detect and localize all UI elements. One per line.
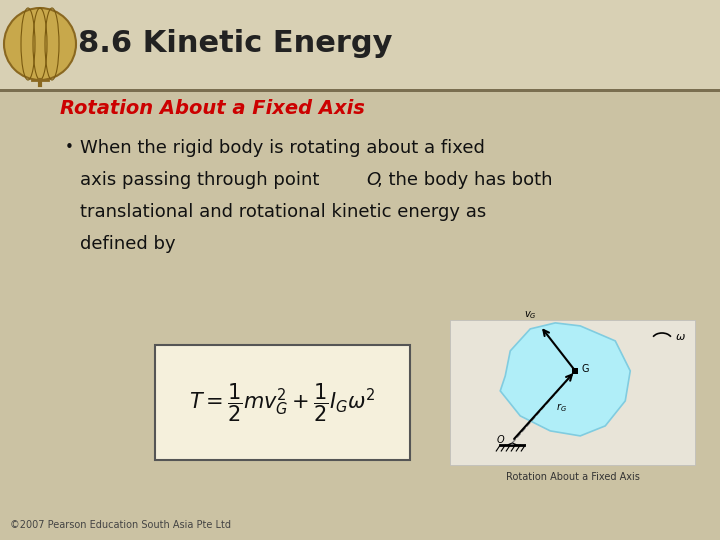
Bar — [155, 345, 410, 460]
Bar — [450, 320, 695, 465]
Text: , the body has both: , the body has both — [377, 171, 552, 189]
Text: When the rigid body is rotating about a fixed: When the rigid body is rotating about a … — [80, 139, 485, 157]
Bar — [572, 368, 578, 374]
Text: O: O — [366, 171, 380, 189]
Bar — [0, 89, 720, 92]
Text: defined by: defined by — [80, 235, 176, 253]
Text: $\omega$: $\omega$ — [675, 332, 686, 342]
Text: Rotation About a Fixed Axis: Rotation About a Fixed Axis — [60, 98, 365, 118]
Circle shape — [4, 8, 76, 80]
Text: •: • — [65, 140, 74, 156]
Text: $r_G$: $r_G$ — [556, 402, 567, 414]
Polygon shape — [508, 443, 517, 445]
Bar — [0, 90, 720, 540]
Polygon shape — [500, 323, 630, 436]
Text: O: O — [497, 435, 504, 445]
Text: ©2007 Pearson Education South Asia Pte Ltd: ©2007 Pearson Education South Asia Pte L… — [10, 520, 231, 530]
Text: translational and rotational kinetic energy as: translational and rotational kinetic ene… — [80, 203, 486, 221]
Text: axis passing through point: axis passing through point — [80, 171, 325, 189]
Text: G: G — [581, 364, 589, 374]
Text: Rotation About a Fixed Axis: Rotation About a Fixed Axis — [505, 472, 639, 482]
Bar — [0, 0, 720, 90]
Text: $T = \dfrac{1}{2}mv_G^2 + \dfrac{1}{2}I_G\omega^2$: $T = \dfrac{1}{2}mv_G^2 + \dfrac{1}{2}I_… — [189, 381, 376, 424]
Text: $v_G$: $v_G$ — [523, 309, 536, 321]
Text: 8.6 Kinetic Energy: 8.6 Kinetic Energy — [78, 30, 392, 58]
